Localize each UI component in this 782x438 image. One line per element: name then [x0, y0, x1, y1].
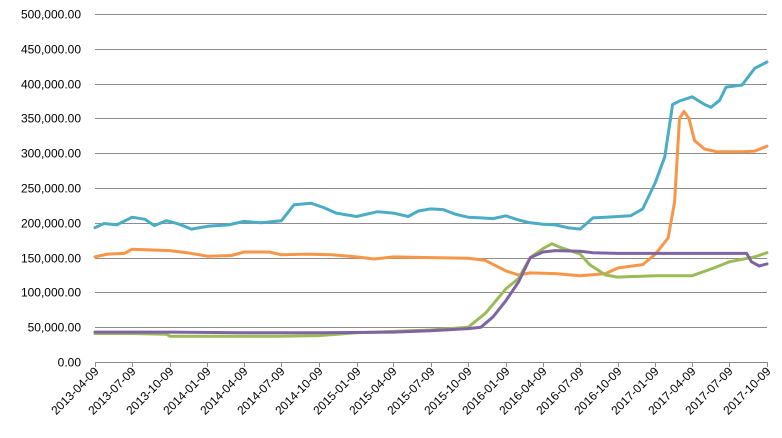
- series-lines: [93, 60, 769, 338]
- series-line-1: [93, 60, 769, 231]
- series-line-4: [93, 249, 769, 335]
- y-tick-label: 200,000.00: [21, 217, 81, 231]
- series-line-2: [93, 109, 769, 278]
- y-tick-label: 150,000.00: [21, 252, 81, 266]
- y-tick-label: 0.00: [58, 356, 82, 370]
- y-tick-label: 350,000.00: [21, 112, 81, 126]
- y-tick-label: 100,000.00: [21, 286, 81, 300]
- x-axis-tick-labels: 2013-04-092013-07-092013-10-092014-01-09…: [48, 364, 774, 418]
- y-tick-label: 300,000.00: [21, 147, 81, 161]
- y-tick-label: 250,000.00: [21, 182, 81, 196]
- grid-lines: [95, 14, 767, 328]
- y-tick-label: 50,000.00: [28, 321, 82, 335]
- y-tick-label: 400,000.00: [21, 78, 81, 92]
- y-tick-label: 450,000.00: [21, 43, 81, 57]
- y-axis-tick-labels: 0.00 50,000.00 100,000.00 150,000.00 200,000…: [21, 8, 81, 370]
- x-axis: [95, 362, 768, 367]
- y-tick-label: 500,000.00: [21, 8, 81, 22]
